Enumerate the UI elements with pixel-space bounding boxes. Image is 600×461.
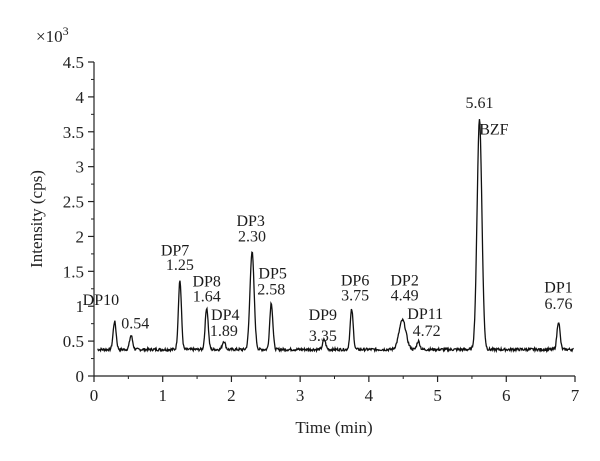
x-tick-label: 3 [296,386,305,405]
peak-name-label: BZF [479,122,508,139]
peak-time-label: 4.49 [391,288,419,305]
x-tick-label: 5 [433,386,442,405]
y-tick-label: 1.5 [63,262,84,281]
x-tick-label: 2 [227,386,236,405]
peak-time-label: 1.25 [166,257,194,274]
y-tick-label: 2 [76,227,85,246]
y-ticks: 0 0.5 1 1.5 2 2.5 3 3.5 4 4.5 [63,53,94,386]
peak-time-label: 2.58 [257,281,285,298]
peak-time-label: 3.75 [341,288,369,305]
y-tick-label: 3 [76,158,85,177]
x-ticks: 0 1 2 3 4 5 6 7 [90,376,580,405]
peak-name-label: DP1 [544,279,572,296]
x-tick-label: 0 [90,386,99,405]
peak-name-label: DP6 [341,272,369,289]
x-tick-label: 6 [502,386,511,405]
y-tick-label: 4 [76,88,85,107]
x-tick-label: 7 [571,386,580,405]
y-tick-label: 2.5 [63,193,84,212]
peak-name-label: DP5 [258,265,286,282]
peak-time-label: 1.89 [210,323,238,340]
y-tick-label: 3.5 [63,123,84,142]
peak-time-label: 4.72 [413,323,441,340]
peak-time-label: 2.30 [238,228,266,245]
peak-time-label: 5.61 [465,95,493,112]
peak-name-label: DP2 [390,272,418,289]
peak-time-label: 1.64 [193,288,221,305]
peak-time-label: 0.54 [121,316,149,333]
peak-time-label: 6.76 [545,296,573,313]
y-tick-label: 0.5 [63,332,84,351]
peak-name-label: DP10 [83,292,119,309]
y-multiplier-label: ×103 [36,24,69,46]
y-multiplier-exponent: 3 [63,24,69,38]
peak-name-label: DP4 [211,307,239,324]
x-tick-label: 1 [158,386,167,405]
y-tick-label: 0 [76,367,85,386]
x-tick-label: 4 [365,386,374,405]
y-tick-label: 4.5 [63,53,84,72]
x-axis-label: Time (min) [295,418,372,437]
peak-time-label: 3.35 [309,328,337,345]
peak-name-label: DP9 [309,307,337,324]
chromatogram-trace [97,119,574,354]
peak-name-label: DP3 [236,213,264,230]
y-axis-label: Intensity (cps) [27,170,46,268]
peak-name-label: DP8 [192,274,220,291]
peak-name-label: DP7 [161,242,189,259]
y-tick-label: 1 [76,297,85,316]
peak-name-label: DP11 [407,306,443,323]
